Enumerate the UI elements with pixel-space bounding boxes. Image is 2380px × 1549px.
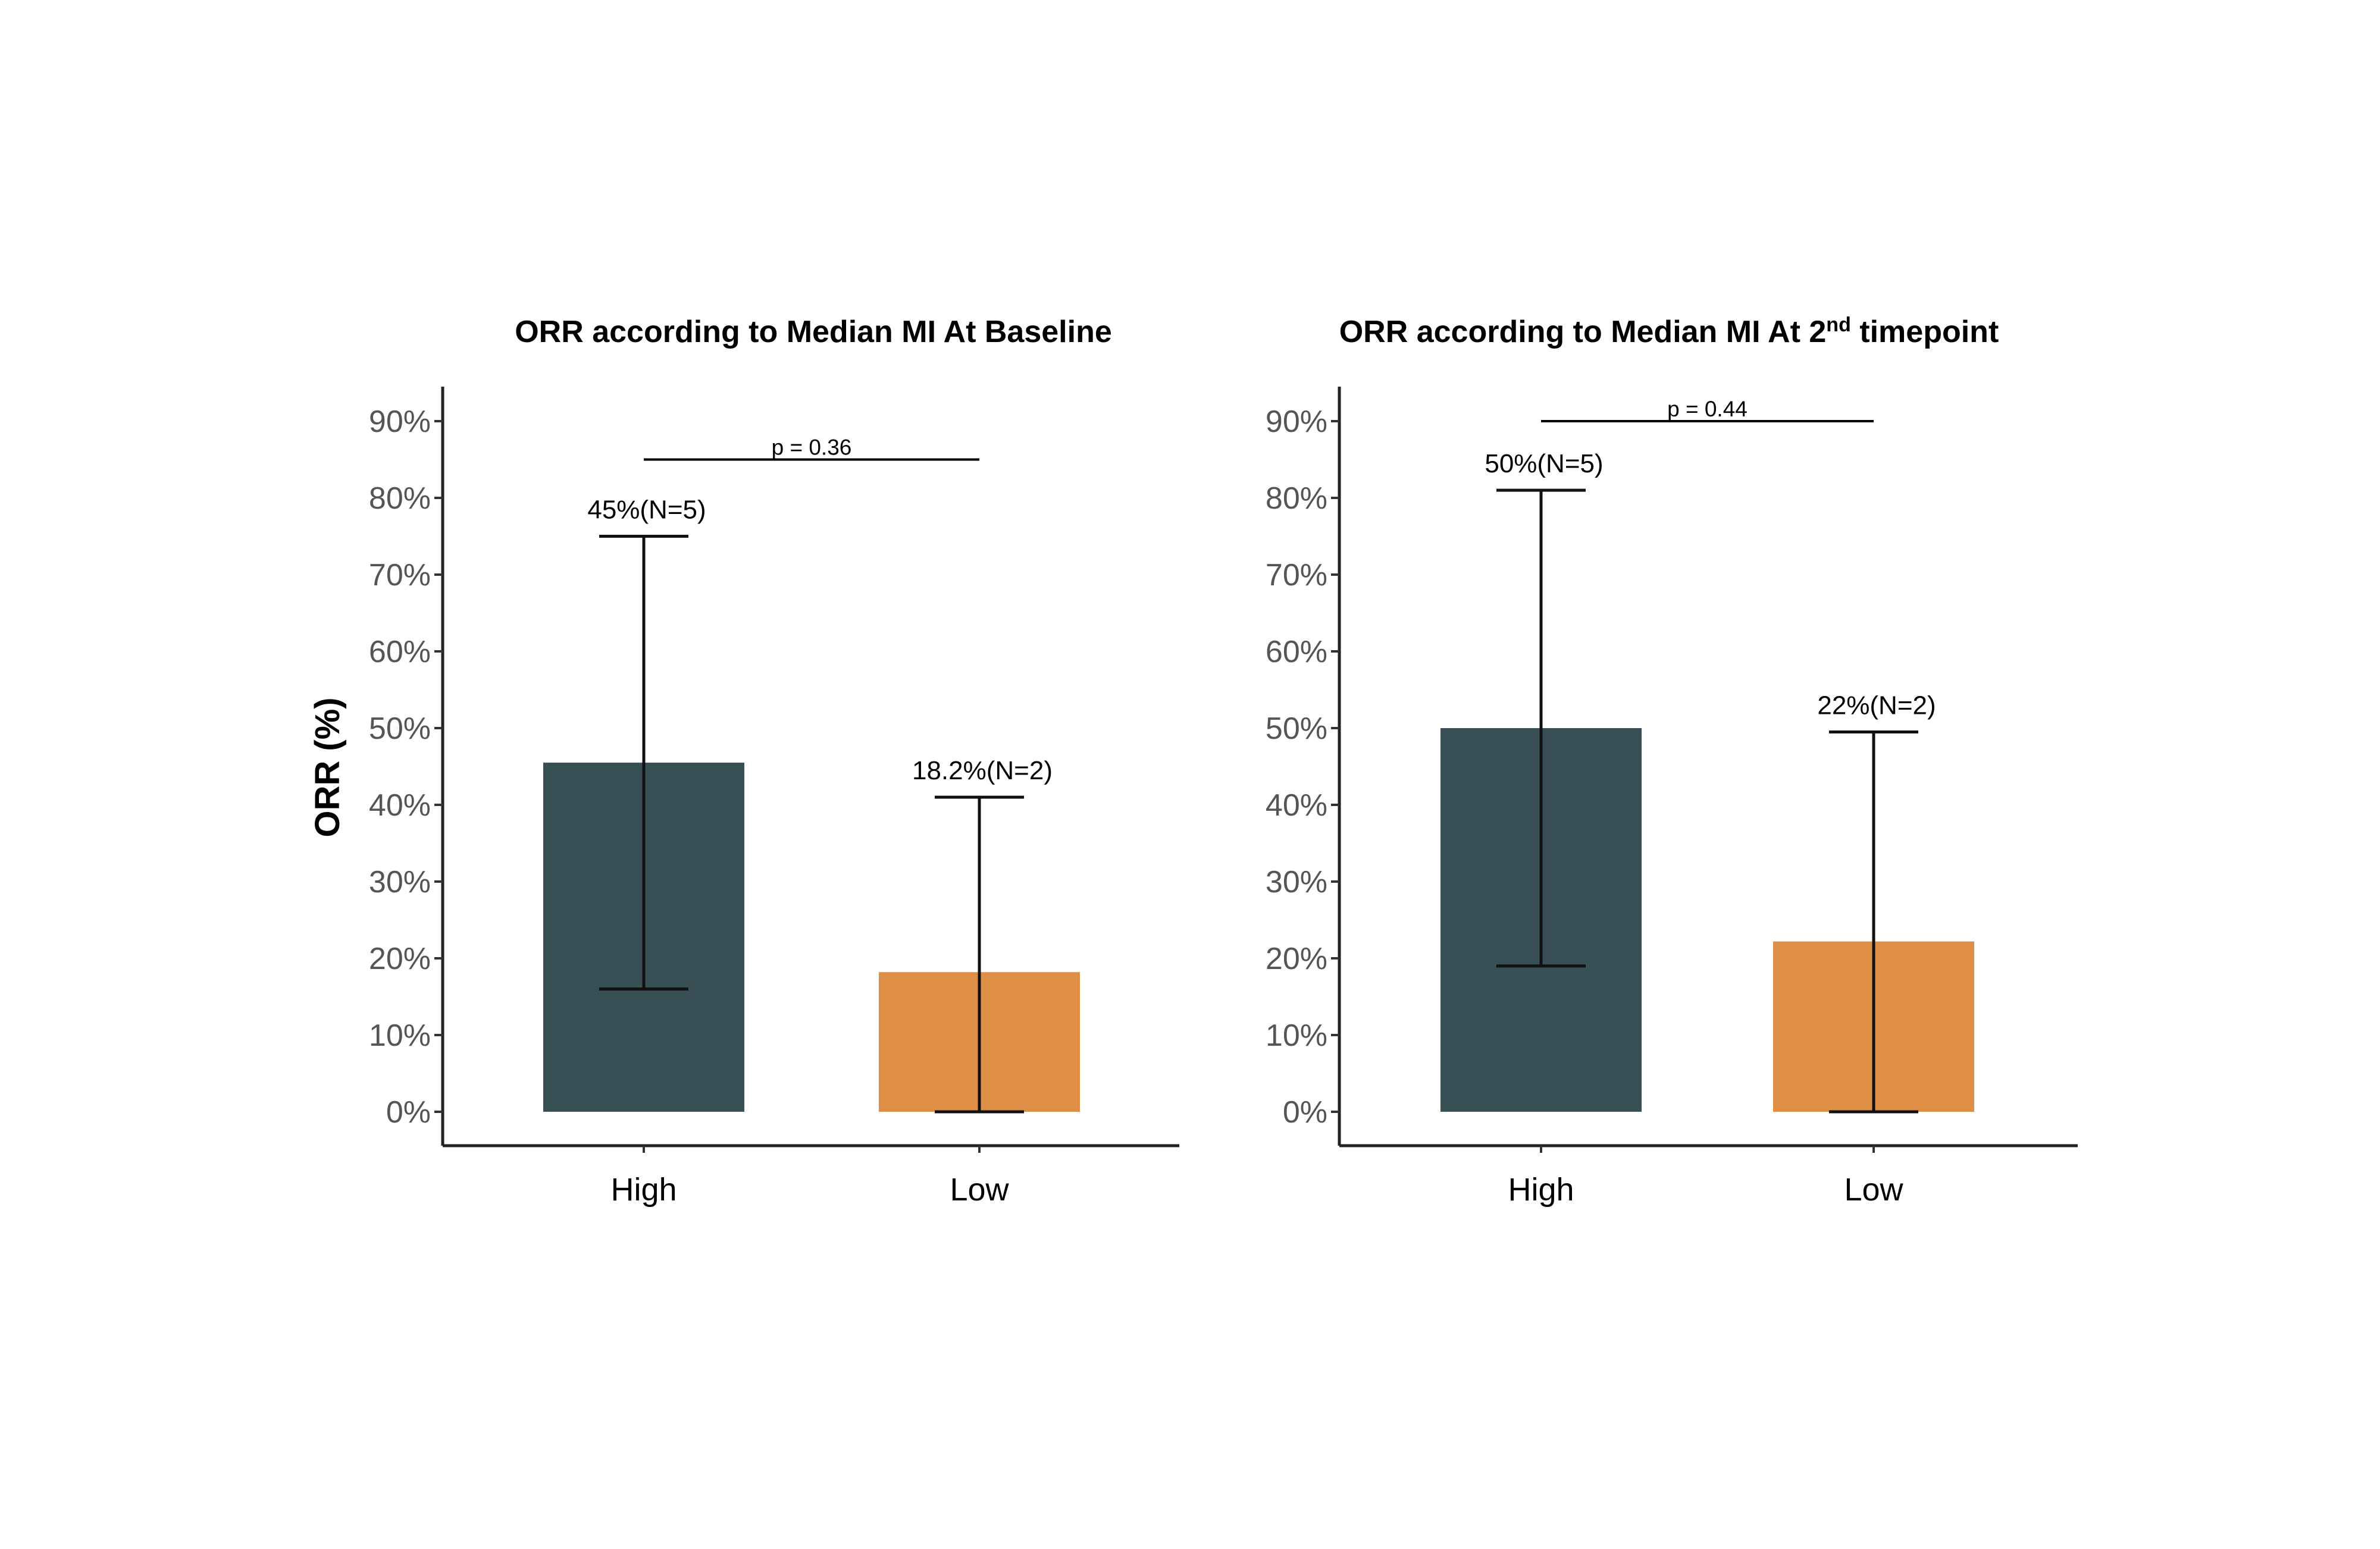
data-label: 22%(N=2) xyxy=(1817,691,1936,720)
chart-title: ORR according to Median MI At 2nd timepo… xyxy=(1339,313,1999,349)
y-tick-label: 60% xyxy=(1266,635,1327,669)
chart-panel-1: ORR according to Median MI At Baseline 0%… xyxy=(308,315,1179,1208)
x-tick-label: Low xyxy=(950,1172,1009,1208)
chart-title-main: ORR according to Median MI At Baseline xyxy=(515,315,1112,349)
y-tick-label: 0% xyxy=(1283,1095,1327,1130)
chart-title-superscript: nd xyxy=(1826,313,1851,336)
chart-title: ORR according to Median MI At Baseline xyxy=(515,315,1112,349)
chart-title-suffix: timepoint xyxy=(1851,315,1999,349)
x-tick-label: High xyxy=(610,1172,677,1208)
y-tick-label: 50% xyxy=(369,711,431,746)
data-label: 18.2%(N=2) xyxy=(912,756,1053,785)
y-tick-label: 0% xyxy=(386,1095,431,1130)
y-tick-label: 80% xyxy=(1266,481,1327,516)
p-value-label: p = 0.44 xyxy=(1667,397,1748,421)
y-tick-label: 70% xyxy=(1266,558,1327,592)
y-tick-label: 20% xyxy=(369,942,431,976)
y-tick-label: 40% xyxy=(1266,788,1327,823)
y-tick-label: 10% xyxy=(1266,1018,1327,1053)
y-tick-label: 20% xyxy=(1266,942,1327,976)
y-tick-label: 90% xyxy=(1266,405,1327,439)
x-tick-label: High xyxy=(1508,1172,1574,1208)
y-tick-label: 70% xyxy=(369,558,431,592)
y-tick-label: 40% xyxy=(369,788,431,823)
y-tick-label: 10% xyxy=(369,1018,431,1053)
chart-panel-2: ORR according to Median MI At 2nd timepo… xyxy=(1266,313,2078,1208)
data-label: 45%(N=5) xyxy=(587,496,706,525)
p-value-label: p = 0.36 xyxy=(772,435,852,460)
y-tick-label: 90% xyxy=(369,405,431,439)
x-tick-label: Low xyxy=(1844,1172,1903,1208)
y-tick-label: 30% xyxy=(1266,865,1327,899)
y-tick-label: 80% xyxy=(369,481,431,516)
y-tick-label: 50% xyxy=(1266,711,1327,746)
data-label: 50%(N=5) xyxy=(1485,449,1603,478)
chart-title-main: ORR according to Median MI At 2 xyxy=(1339,315,1827,349)
y-tick-label: 30% xyxy=(369,865,431,899)
y-tick-label: 60% xyxy=(369,635,431,669)
y-axis-label: ORR (%) xyxy=(308,697,347,837)
